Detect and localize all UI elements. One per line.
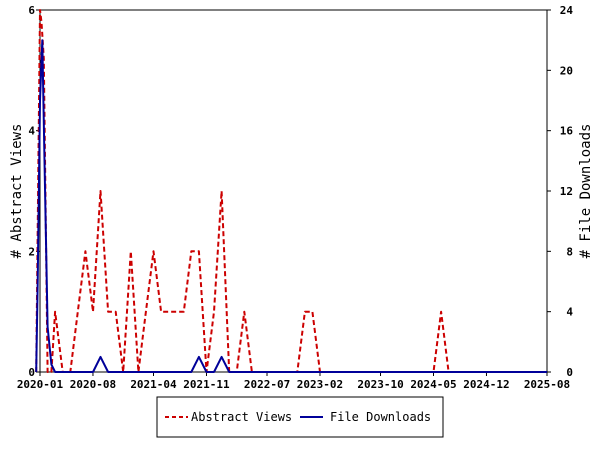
y-left-axis-title: # Abstract Views	[9, 124, 25, 259]
legend: Abstract Views File Downloads	[156, 396, 444, 438]
legend-label-file-downloads: File Downloads	[330, 410, 431, 424]
y-right-axis-title: # File Downloads	[578, 124, 594, 259]
y-right-tick-label: 4	[566, 306, 573, 319]
x-tick-label: 2020-08	[70, 378, 116, 391]
x-tick-label: 2023-02	[297, 378, 343, 391]
x-tick-label: 2024-05	[410, 378, 456, 391]
x-tick-label: 2023-10	[357, 378, 403, 391]
y-left-tick-label: 6	[28, 4, 35, 17]
y-left-tick-label: 2	[28, 245, 35, 258]
y-right-tick-label: 0	[566, 366, 573, 379]
x-tick-label: 2024-12	[463, 378, 509, 391]
series-line-file-downloads	[35, 39, 547, 373]
y-right-tick-label: 8	[566, 245, 573, 258]
legend-label-abstract-views: Abstract Views	[191, 410, 292, 424]
x-tick-label: 2020-01	[17, 378, 64, 391]
x-tick-label: 2021-11	[183, 378, 230, 391]
y-right-tick-label: 12	[560, 185, 573, 198]
y-right-tick-label: 24	[560, 4, 574, 17]
y-right-tick-label: 16	[560, 125, 574, 138]
y-left-tick-label: 0	[28, 366, 35, 379]
x-tick-label: 2021-04	[130, 378, 177, 391]
x-tick-label: 2025-08	[524, 378, 570, 391]
y-right-tick-label: 20	[560, 64, 573, 77]
y-left-tick-label: 4	[28, 125, 35, 138]
x-tick-label: 2022-07	[244, 378, 290, 391]
